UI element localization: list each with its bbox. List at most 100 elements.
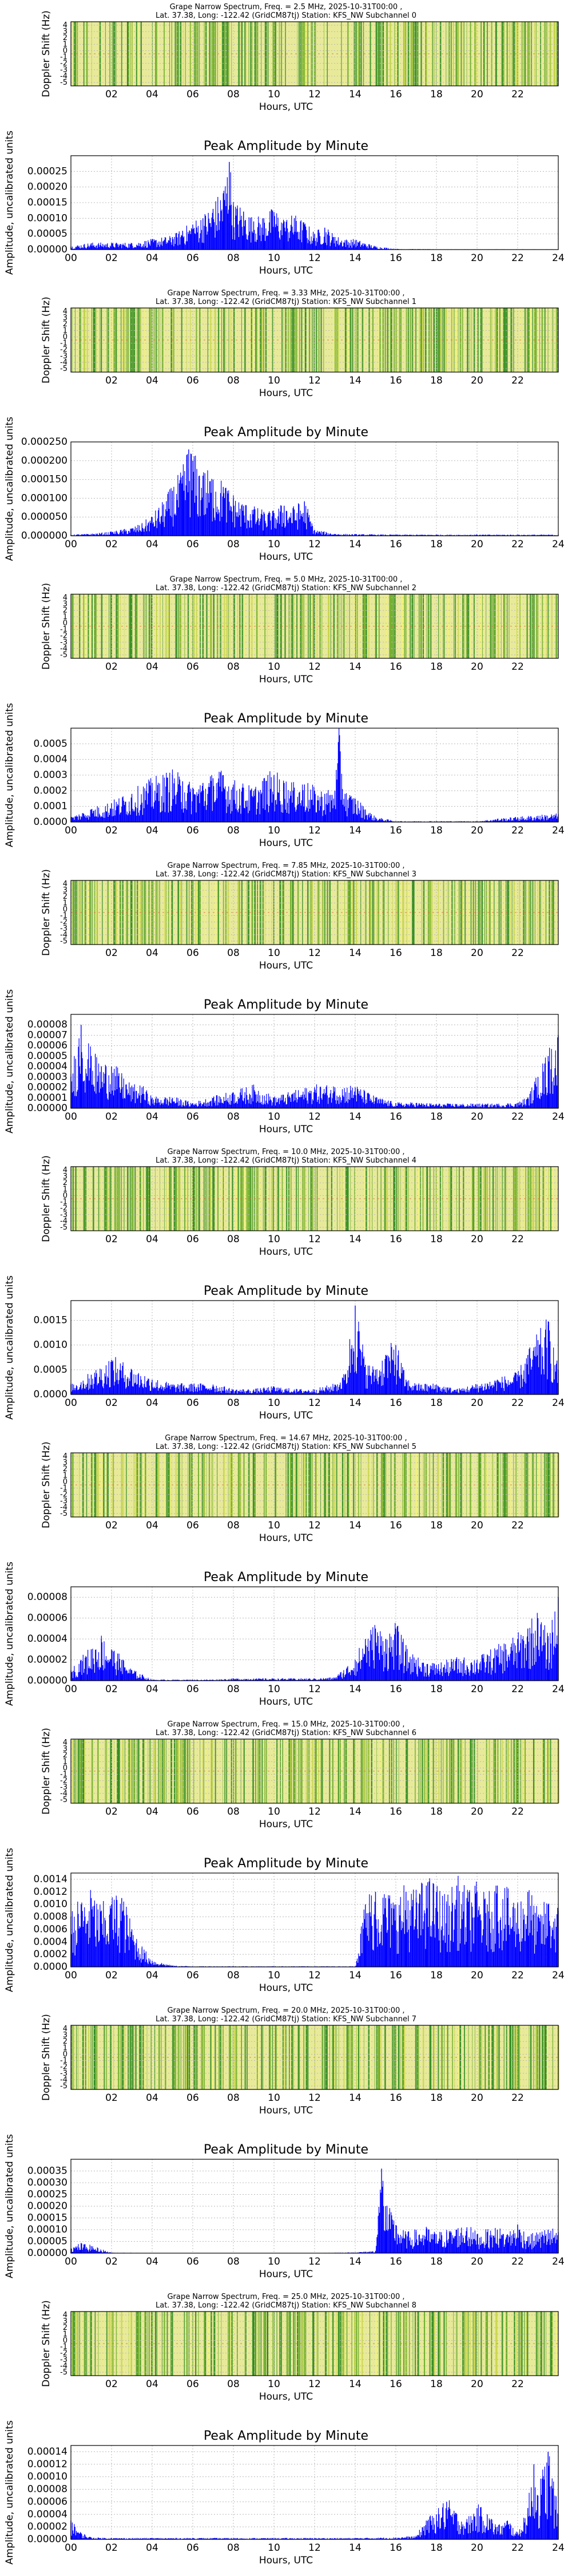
y-tick-label: 0.0002	[34, 785, 67, 796]
spectrum-stripe	[252, 1167, 253, 1231]
spectrum-stripe	[88, 880, 89, 945]
spectrum-stripe	[504, 1167, 505, 1231]
spectrum-stripe	[375, 594, 377, 658]
spectrum-stripe	[486, 880, 487, 945]
spectrum-stripe	[376, 880, 378, 945]
spectrum-stripe	[407, 308, 409, 372]
y-tick-label: -2	[60, 60, 67, 68]
spectrum-stripe	[106, 308, 108, 372]
y-tick-label: -3	[60, 924, 67, 933]
spectrum-stripe	[466, 594, 468, 658]
spectrum-stripe	[353, 22, 355, 86]
spectrum-stripe	[297, 1167, 299, 1231]
spectrum-stripe	[114, 308, 116, 372]
x-tick-label: 08	[227, 1234, 240, 1245]
y-tick-label: -5	[60, 937, 67, 946]
spectrum-stripe	[265, 1167, 267, 1231]
amplitude-bars	[70, 1025, 559, 1108]
spectrum-stripe	[143, 1167, 144, 1231]
spectrum-stripe	[150, 594, 153, 658]
spectrum-stripe	[288, 1167, 290, 1231]
spectrum-stripe	[408, 308, 410, 372]
spectrum-stripe	[152, 880, 154, 945]
spectrum-stripe	[514, 22, 515, 86]
y-tick-label: 0.00010	[27, 212, 67, 224]
spectrum-stripe	[445, 308, 447, 372]
x-axis-label: Hours, UTC	[259, 551, 313, 563]
spectrum-stripe	[503, 22, 505, 86]
x-tick-label: 12	[308, 825, 321, 836]
x-tick-label: 06	[186, 89, 199, 100]
spectrum-stripe	[297, 880, 299, 945]
spectrum-stripe	[421, 594, 422, 658]
x-tick-label: 04	[146, 539, 158, 550]
spectrum-stripe	[138, 880, 140, 945]
spectrum-stripe	[545, 880, 547, 945]
spectrum-stripe	[297, 22, 298, 86]
spectrum-stripe	[539, 594, 540, 658]
amplitude-title: Peak Amplitude by Minute	[204, 712, 368, 726]
x-tick-label: 16	[390, 947, 402, 959]
spectrum-stripe	[168, 594, 170, 658]
spectrum-stripe	[205, 22, 207, 86]
spectrum-stripe	[535, 308, 537, 372]
spectrum-stripe	[182, 22, 184, 86]
spectrum-stripe	[463, 594, 464, 658]
y-tick-label: 4	[63, 594, 67, 602]
spectrum-stripe	[430, 880, 432, 945]
y-tick-label: 4	[63, 880, 67, 888]
x-tick-label: 20	[471, 375, 483, 386]
spectrum-stripe	[239, 22, 241, 86]
y-tick-label: 0.0005	[34, 738, 67, 749]
spectrum-stripe	[504, 308, 506, 372]
spectrum-stripe	[366, 594, 367, 658]
spectrum-stripe	[321, 308, 322, 372]
spectrum-stripe	[134, 880, 136, 945]
spectrum-stripe	[155, 22, 157, 86]
x-tick-label: 16	[390, 1397, 402, 1409]
spectrum-stripe	[457, 22, 459, 86]
spectrum-stripe	[191, 880, 193, 945]
spectrum-stripe	[398, 880, 399, 945]
spectrum-stripe	[283, 880, 284, 945]
spectrum-stripe	[100, 308, 102, 372]
spectrum-stripe	[415, 22, 417, 86]
spectrum-stripe	[324, 880, 325, 945]
spectrum-stripe	[462, 308, 463, 372]
spectrum-stripe	[292, 308, 293, 372]
spectrum-stripe	[280, 594, 282, 658]
spectrum-stripe	[128, 22, 129, 86]
y-tick-label: 0	[63, 905, 67, 914]
plot-frame	[70, 1166, 559, 1231]
x-tick-label: 20	[471, 947, 483, 959]
spectrum-stripe	[389, 594, 390, 658]
spectrum-stripe	[262, 880, 264, 945]
spectrum-stripe	[525, 880, 526, 945]
spectrum-stripe	[258, 594, 259, 658]
spectrum-stripe	[105, 22, 106, 86]
spectrum-stripe	[523, 880, 525, 945]
spectrum-stripe	[358, 22, 359, 86]
spectrum-stripe	[530, 1167, 531, 1231]
x-axis-label: Hours, UTC	[259, 101, 313, 113]
x-tick-label: 18	[430, 1111, 443, 1123]
x-tick-label: 02	[105, 89, 118, 100]
spectrum-stripe	[333, 308, 335, 372]
spectrum-stripe	[211, 22, 213, 86]
spectrum-stripe	[77, 22, 78, 86]
spectrum-stripe	[197, 880, 200, 945]
x-tick-label: 08	[227, 947, 240, 959]
spectrum-stripe	[165, 1167, 166, 1231]
x-tick-label: 04	[146, 1234, 158, 1245]
spectrum-stripe	[251, 308, 252, 372]
y-tick-label: 0.000200	[21, 455, 67, 467]
spectrum-stripe	[168, 1167, 170, 1231]
y-tick-label: 0.00000	[27, 244, 67, 255]
spectrum-stripe	[499, 308, 500, 372]
spectrum-stripe	[376, 22, 378, 86]
spectrum-stripe	[448, 22, 450, 86]
spectrum-stripe	[480, 308, 482, 372]
spectrum-stripe	[467, 308, 468, 372]
spectrum-stripe	[335, 308, 336, 372]
amplitude-title: Peak Amplitude by Minute	[204, 425, 368, 440]
